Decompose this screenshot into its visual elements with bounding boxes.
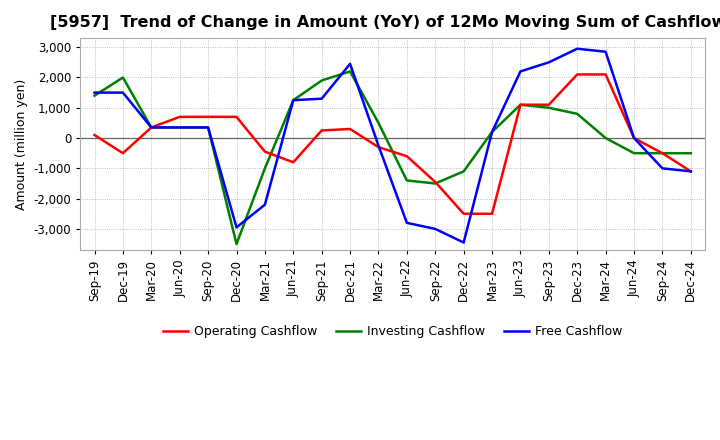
Investing Cashflow [516,102,525,107]
Operating Cashflow [431,180,440,185]
Operating Cashflow [176,114,184,120]
Investing Cashflow [289,98,297,103]
Operating Cashflow [90,132,99,138]
Operating Cashflow [516,102,525,107]
Free Cashflow [176,125,184,130]
Free Cashflow [516,69,525,74]
Operating Cashflow [402,154,411,159]
Free Cashflow [346,61,354,66]
Investing Cashflow [176,125,184,130]
Y-axis label: Amount (million yen): Amount (million yen) [15,78,28,210]
Free Cashflow [459,240,468,245]
Investing Cashflow [630,150,639,156]
Operating Cashflow [487,211,496,216]
Free Cashflow [90,90,99,95]
Legend: Operating Cashflow, Investing Cashflow, Free Cashflow: Operating Cashflow, Investing Cashflow, … [158,320,628,343]
Free Cashflow [431,226,440,231]
Operating Cashflow [630,136,639,141]
Operating Cashflow [459,211,468,216]
Free Cashflow [318,96,326,101]
Title: [5957]  Trend of Change in Amount (YoY) of 12Mo Moving Sum of Cashflows: [5957] Trend of Change in Amount (YoY) o… [50,15,720,30]
Line: Free Cashflow: Free Cashflow [94,49,690,242]
Investing Cashflow [374,120,383,125]
Operating Cashflow [204,114,212,120]
Operating Cashflow [318,128,326,133]
Operating Cashflow [573,72,582,77]
Free Cashflow [147,125,156,130]
Free Cashflow [374,143,383,148]
Free Cashflow [630,136,639,141]
Free Cashflow [204,125,212,130]
Free Cashflow [232,225,240,230]
Operating Cashflow [658,150,667,156]
Investing Cashflow [601,136,610,141]
Operating Cashflow [232,114,240,120]
Operating Cashflow [544,102,553,107]
Free Cashflow [601,49,610,55]
Investing Cashflow [544,105,553,110]
Free Cashflow [544,60,553,65]
Operating Cashflow [374,144,383,150]
Operating Cashflow [601,72,610,77]
Investing Cashflow [573,111,582,117]
Investing Cashflow [261,166,269,171]
Free Cashflow [119,90,127,95]
Free Cashflow [573,46,582,51]
Investing Cashflow [119,75,127,80]
Investing Cashflow [431,181,440,186]
Investing Cashflow [402,178,411,183]
Investing Cashflow [204,125,212,130]
Investing Cashflow [346,69,354,74]
Free Cashflow [261,202,269,207]
Investing Cashflow [658,150,667,156]
Operating Cashflow [686,169,695,174]
Line: Investing Cashflow: Investing Cashflow [94,71,690,244]
Operating Cashflow [147,125,156,130]
Free Cashflow [658,166,667,171]
Investing Cashflow [686,150,695,156]
Operating Cashflow [346,126,354,132]
Investing Cashflow [318,78,326,83]
Line: Operating Cashflow: Operating Cashflow [94,74,690,214]
Free Cashflow [289,98,297,103]
Operating Cashflow [119,150,127,156]
Investing Cashflow [90,93,99,98]
Free Cashflow [686,169,695,174]
Investing Cashflow [459,169,468,174]
Investing Cashflow [232,242,240,247]
Operating Cashflow [261,149,269,154]
Investing Cashflow [487,129,496,135]
Free Cashflow [402,220,411,225]
Free Cashflow [487,129,496,135]
Operating Cashflow [289,160,297,165]
Investing Cashflow [147,125,156,130]
